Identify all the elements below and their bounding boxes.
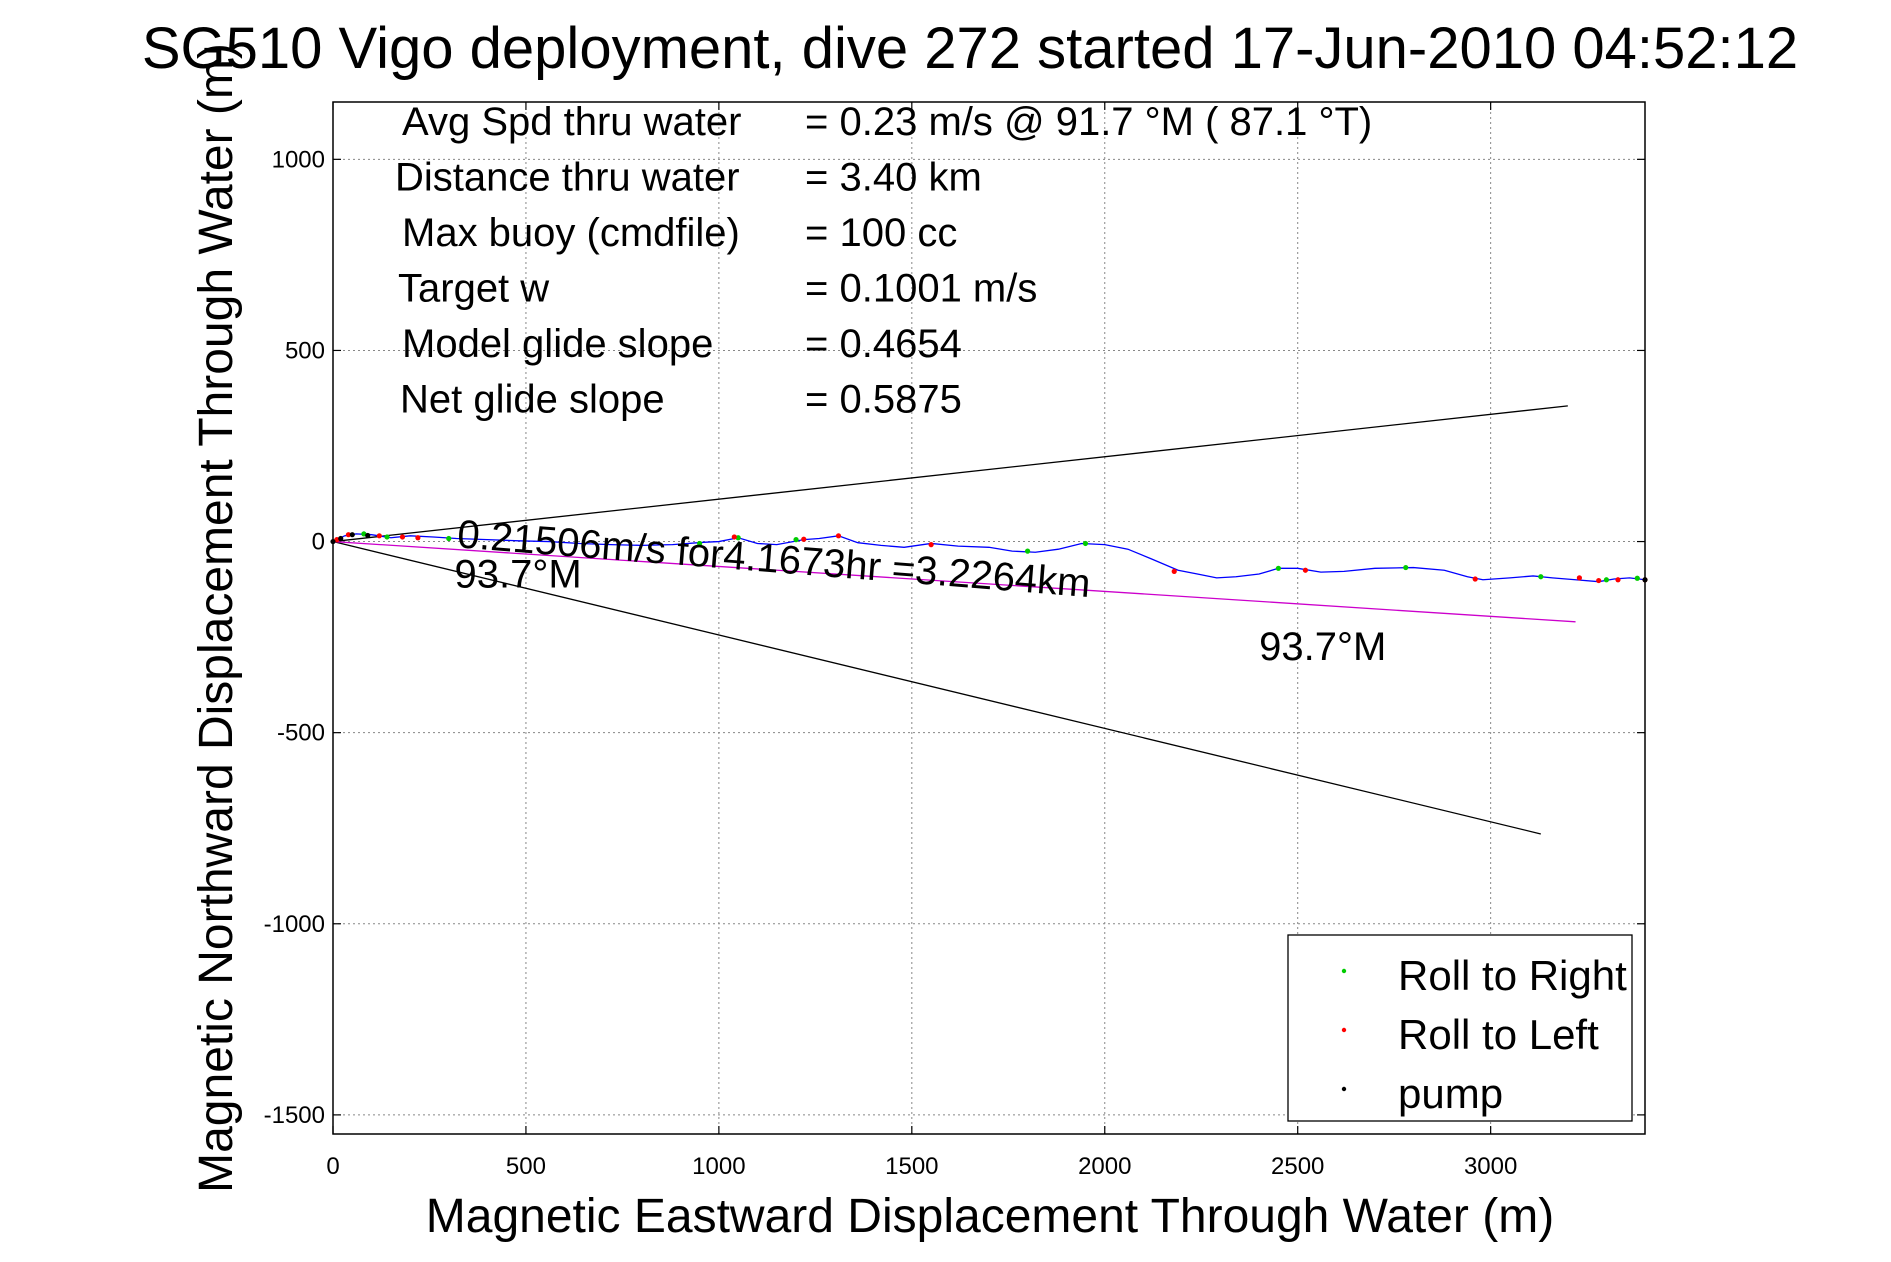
roll-to-right-point: [1024, 548, 1031, 554]
pump-point: [349, 532, 355, 538]
legend-marker: [1341, 968, 1347, 974]
y-tick-label: 0: [312, 529, 325, 556]
markers: [330, 531, 1648, 584]
x-tick-label: 1500: [885, 1153, 938, 1180]
x-tick-label: 2500: [1271, 1153, 1324, 1180]
roll-to-right-point: [1403, 564, 1409, 571]
x-axis-label: Magnetic Eastward Displacement Through W…: [426, 1190, 1554, 1243]
roll-to-right-point: [696, 540, 703, 547]
roll-to-right-point: [1634, 575, 1640, 581]
legend-marker: [1341, 1027, 1347, 1033]
info-label: Net glide slope: [400, 378, 665, 422]
roll-to-left-point: [345, 532, 352, 538]
roll-to-left-point: [1596, 577, 1602, 584]
legend-label: Roll to Right: [1398, 952, 1627, 999]
info-value: = 0.23 m/s @ 91.7 °M ( 87.1 °T): [805, 100, 1372, 144]
info-label: Avg Spd thru water: [402, 100, 741, 144]
grid: [333, 102, 1645, 1134]
x-tick-label: 3000: [1464, 1153, 1517, 1180]
x-tick-label: 0: [326, 1153, 339, 1180]
axis-ticks: 0 500 1000 1500 2000 2500 3000 1000 500 0 -500 -100…: [264, 102, 1645, 1180]
info-value: = 100 cc: [805, 211, 957, 255]
roll-to-left-point: [1576, 575, 1582, 581]
y-tick-label: 1000: [272, 146, 325, 173]
legend-marker: [1341, 1086, 1347, 1092]
reference-lines: [332, 405, 1576, 835]
line-heading-93.7: [332, 540, 1576, 623]
y-tick-label: 500: [285, 337, 325, 364]
roll-to-left-point: [399, 534, 406, 540]
x-tick-label: 1000: [692, 1153, 745, 1180]
roll-to-left-point: [1171, 568, 1177, 574]
roll-to-right-point: [1603, 577, 1610, 583]
roll-to-right-point: [793, 537, 799, 543]
line-upper-bound: [332, 405, 1568, 543]
annotation-label: 93.7°M: [455, 552, 582, 596]
roll-to-right-point: [384, 534, 390, 540]
chart-title: SG510 Vigo deployment, dive 272 started …: [142, 16, 1798, 81]
x-tick-label: 500: [506, 1153, 546, 1180]
track-path: [332, 533, 1646, 583]
y-tick-label: -1500: [264, 1102, 325, 1129]
annotation-label: 93.7°M: [1259, 625, 1386, 669]
roll-to-left-point: [1472, 576, 1478, 582]
info-value: = 3.40 km: [805, 156, 982, 200]
info-label: Max buoy (cmdfile): [402, 211, 740, 255]
roll-to-left-point: [376, 533, 382, 539]
plot-frame: [332, 101, 1646, 1135]
info-value: = 0.4654: [805, 322, 962, 366]
roll-to-right-point: [1538, 574, 1544, 580]
roll-to-left-point: [1302, 567, 1309, 573]
track-line: [332, 533, 1646, 583]
info-box: Avg Spd thru water = 0.23 m/s @ 91.7 °M (…: [395, 100, 1372, 422]
roll-to-right-point: [1275, 565, 1282, 571]
info-label: Model glide slope: [402, 322, 713, 366]
roll-to-left-point: [731, 534, 737, 540]
roll-to-left-point: [415, 535, 421, 541]
x-tick-label: 2000: [1078, 1153, 1131, 1180]
y-axis-label: Magnetic Northward Displacement Through …: [190, 43, 243, 1193]
legend-label: pump: [1398, 1070, 1503, 1117]
y-tick-label: -1000: [264, 911, 325, 938]
roll-to-right-point: [735, 535, 741, 541]
pump-point: [365, 532, 371, 539]
roll-to-right-point: [1082, 540, 1089, 547]
pump-point: [338, 535, 344, 542]
roll-to-left-point: [801, 536, 807, 542]
legend-label: Roll to Left: [1398, 1011, 1599, 1058]
roll-to-right-point: [446, 535, 452, 542]
roll-to-left-point: [835, 533, 842, 539]
info-value: = 0.5875: [805, 378, 962, 422]
info-label: Distance thru water: [395, 156, 740, 200]
info-value: = 0.1001 m/s: [805, 267, 1037, 311]
line-lower-bound: [332, 540, 1541, 835]
roll-to-left-point: [928, 542, 934, 548]
legend: Roll to Right Roll to Left pump: [1287, 934, 1633, 1122]
info-label: Target w: [398, 267, 549, 311]
roll-to-left-point: [1615, 577, 1621, 583]
y-tick-label: -500: [277, 720, 325, 747]
